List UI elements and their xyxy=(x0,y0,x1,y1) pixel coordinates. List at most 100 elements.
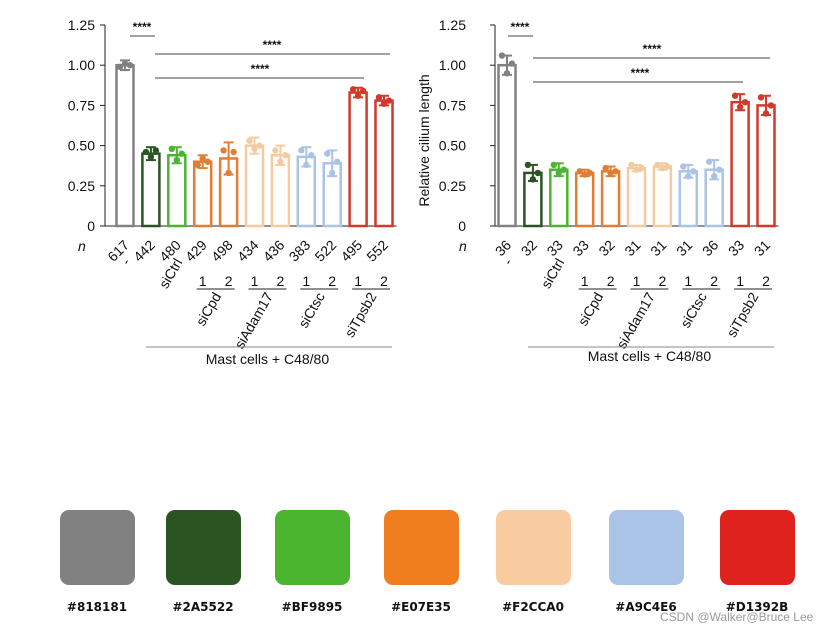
n-label: n xyxy=(459,238,467,254)
group-label: siCtsc xyxy=(295,290,328,331)
data-point xyxy=(524,161,532,169)
color-swatch xyxy=(60,510,135,585)
group-label: siAdam17 xyxy=(231,289,276,351)
data-point xyxy=(731,92,739,99)
data-point xyxy=(375,94,383,101)
bar xyxy=(115,63,135,228)
replicate-label: 1 xyxy=(251,273,259,289)
replicate-label: 1 xyxy=(199,273,207,289)
y-tick-label: 0.50 xyxy=(68,138,95,154)
bar xyxy=(497,63,517,228)
data-point xyxy=(612,168,619,175)
data-point xyxy=(354,92,362,99)
x-axis-label: Mast cells + C48/80 xyxy=(588,348,712,364)
n-value-label: 36 xyxy=(492,237,514,259)
data-point xyxy=(529,176,537,183)
data-point xyxy=(534,169,542,177)
data-point xyxy=(586,169,593,177)
color-swatch xyxy=(496,510,571,585)
replicate-label: 2 xyxy=(328,273,336,289)
data-point xyxy=(762,110,770,117)
data-point xyxy=(741,98,749,106)
data-point xyxy=(685,172,692,180)
bar xyxy=(348,91,368,228)
data-point xyxy=(638,164,645,172)
y-tick-label: 0.25 xyxy=(439,178,466,194)
data-point xyxy=(349,86,357,93)
n-value-label: 434 xyxy=(234,237,262,265)
replicate-label: 2 xyxy=(659,273,667,289)
y-tick-label: 1.00 xyxy=(439,57,466,73)
data-point xyxy=(230,148,237,156)
group-label: siTpsb2 xyxy=(341,289,379,340)
data-point xyxy=(757,94,765,101)
data-point xyxy=(147,153,155,161)
data-point xyxy=(628,161,635,169)
color-swatch-label: #E07E35 xyxy=(391,600,451,614)
color-swatch xyxy=(166,510,241,585)
bar xyxy=(756,104,776,228)
group-label: siCtsc xyxy=(677,290,710,331)
bar xyxy=(652,165,673,228)
data-point xyxy=(225,169,232,177)
data-point xyxy=(272,147,279,154)
y-tick-label: 1.00 xyxy=(68,57,95,73)
n-value-label: 495 xyxy=(337,237,365,265)
data-point xyxy=(607,169,614,177)
chart-panel-left: 00.250.500.751.001.256174424804294984344… xyxy=(68,17,397,367)
data-point xyxy=(199,155,206,162)
group-label: siTpsb2 xyxy=(723,289,761,340)
n-value-label: 36 xyxy=(699,237,721,259)
bar xyxy=(549,168,569,228)
data-point xyxy=(581,171,588,178)
color-swatch-label: #D1392B xyxy=(726,600,789,614)
y-tick-label: 0.50 xyxy=(439,138,466,154)
replicate-label: 2 xyxy=(762,273,770,289)
n-value-label: 31 xyxy=(751,237,773,259)
data-point xyxy=(256,142,263,149)
replicate-label: 1 xyxy=(581,273,589,289)
bar xyxy=(141,152,161,228)
replicate-label: 2 xyxy=(710,273,718,289)
data-point xyxy=(560,166,567,173)
n-value-label: 31 xyxy=(647,237,669,259)
data-point xyxy=(654,161,661,169)
color-swatch-label: #A9C4E6 xyxy=(615,600,676,614)
data-point xyxy=(633,166,640,173)
bar xyxy=(374,99,394,228)
data-point xyxy=(298,147,305,154)
data-point xyxy=(178,150,185,157)
bar xyxy=(600,170,621,228)
n-value-label: 442 xyxy=(130,237,158,265)
data-point xyxy=(142,148,150,156)
n-value-label: 429 xyxy=(182,237,210,265)
significance-label: **** xyxy=(251,62,270,76)
replicate-label: 1 xyxy=(736,273,744,289)
color-swatch-label: #2A5522 xyxy=(172,600,233,614)
group-label: siCpd xyxy=(192,290,224,329)
data-point xyxy=(736,103,744,111)
watermark-text: CSDN @Walker@Bruce Lee xyxy=(660,610,814,624)
replicate-label: 2 xyxy=(225,273,233,289)
data-point xyxy=(308,152,315,159)
group-label: siCtrl xyxy=(538,256,568,292)
color-swatch xyxy=(275,510,350,585)
bar xyxy=(678,170,699,228)
data-point xyxy=(716,166,723,173)
data-point xyxy=(173,156,180,164)
y-tick-label: 0.25 xyxy=(68,178,95,194)
data-point xyxy=(251,145,258,153)
group-label: - xyxy=(499,255,515,267)
group-label: siAdam17 xyxy=(613,289,658,351)
group-label: - xyxy=(117,255,133,267)
data-point xyxy=(121,60,129,67)
data-point xyxy=(126,61,134,69)
data-point xyxy=(706,158,713,165)
n-value-label: 383 xyxy=(286,237,314,265)
n-value-label: 33 xyxy=(725,237,747,259)
data-point xyxy=(680,163,687,170)
data-point xyxy=(329,169,336,177)
data-point xyxy=(282,152,289,159)
n-value-label: 32 xyxy=(595,237,617,259)
